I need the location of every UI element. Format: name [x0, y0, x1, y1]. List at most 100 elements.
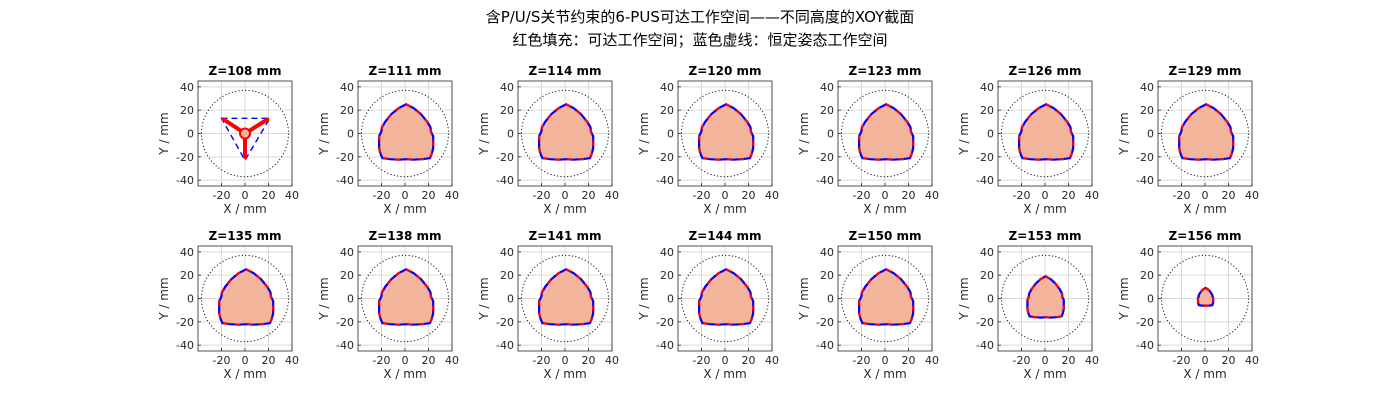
x-tick-label: 0: [1042, 354, 1049, 367]
subplot: -20 0 20 40 -40 -20 0 20 40 X / mm Y / mm Z=111 mm: [317, 64, 459, 216]
y-tick-label: -40: [656, 174, 674, 187]
x-tick-label: -20: [213, 189, 231, 202]
subplot-title: Z=144 mm: [689, 229, 762, 243]
x-tick-label: 40: [1245, 189, 1259, 202]
subplot: -20 0 20 40 -40 -20 0 20 40 X / mm Y / mm Z=153 mm: [957, 229, 1099, 381]
x-axis-label: X / mm: [223, 367, 266, 381]
reference-circle: [361, 254, 449, 343]
y-tick-label: -40: [816, 174, 834, 187]
y-tick-label: -20: [496, 316, 514, 329]
subplot: -20 0 20 40 -40 -20 0 20 40 X / mm Y / mm Z=126 mm: [957, 64, 1099, 216]
x-tick-label: 40: [605, 189, 619, 202]
x-tick-label: 20: [582, 189, 596, 202]
y-tick-label: -20: [336, 316, 354, 329]
reachable-workspace-boundary: [538, 268, 595, 326]
subplot: -20 0 20 40 -40 -20 0 20 40 X / mm Y / mm Z=135 mm: [157, 229, 299, 381]
y-axis-label: Y / mm: [477, 277, 491, 320]
y-axis-label: Y / mm: [957, 112, 971, 155]
x-tick-label: 20: [1062, 354, 1076, 367]
figure-title-line2: 红色填充：可达工作空间；蓝色虚线：恒定姿态工作空间: [512, 31, 888, 49]
y-tick-label: 20: [1140, 269, 1154, 282]
subplot-title: Z=156 mm: [1169, 229, 1242, 243]
x-tick-label: 20: [582, 354, 596, 367]
x-tick-label: 40: [1245, 354, 1259, 367]
reference-circle: [1001, 254, 1089, 343]
x-tick-label: 40: [925, 189, 939, 202]
x-axis-label: X / mm: [863, 367, 906, 381]
subplot-title: Z=120 mm: [689, 64, 762, 78]
y-tick-label: 20: [500, 104, 514, 117]
x-tick-label: -20: [1013, 354, 1031, 367]
y-tick-label: -40: [1136, 174, 1154, 187]
y-tick-label: -20: [656, 151, 674, 164]
x-axis-label: X / mm: [543, 202, 586, 216]
x-tick-label: 0: [402, 189, 409, 202]
y-tick-label: 40: [820, 246, 834, 259]
subplot: -20 0 20 40 -40 -20 0 20 40 X / mm Y / mm Z=120 mm: [637, 64, 779, 216]
x-tick-label: 20: [422, 189, 436, 202]
subplot-title: Z=126 mm: [1009, 64, 1082, 78]
y-tick-label: 20: [180, 269, 194, 282]
y-tick-label: -20: [656, 316, 674, 329]
reachable-workspace-boundary: [538, 103, 595, 161]
x-tick-label: 0: [562, 189, 569, 202]
x-tick-label: 20: [742, 354, 756, 367]
y-tick-label: 40: [660, 81, 674, 94]
y-tick-label: -40: [176, 339, 194, 352]
x-tick-label: 20: [262, 354, 276, 367]
y-tick-label: -40: [496, 339, 514, 352]
y-tick-label: 20: [660, 269, 674, 282]
x-tick-label: 0: [562, 354, 569, 367]
x-tick-label: 40: [445, 354, 459, 367]
subplot: -20 0 20 40 -40 -20 0 20 40 X / mm Y / mm Z=114 mm: [477, 64, 619, 216]
y-tick-label: 20: [820, 104, 834, 117]
y-tick-label: -20: [336, 151, 354, 164]
y-tick-label: 0: [507, 293, 514, 306]
y-axis-label: Y / mm: [797, 277, 811, 320]
x-tick-label: 20: [1222, 354, 1236, 367]
x-tick-label: -20: [693, 189, 711, 202]
subplot: -20 0 20 40 -40 -20 0 20 40 X / mm Y / mm Z=108 mm: [157, 64, 299, 216]
y-tick-label: -40: [496, 174, 514, 187]
y-tick-label: 40: [340, 246, 354, 259]
x-axis-label: X / mm: [383, 202, 426, 216]
subplot-title: Z=123 mm: [849, 64, 922, 78]
x-axis-label: X / mm: [223, 202, 266, 216]
x-tick-label: 40: [285, 354, 299, 367]
y-tick-label: 40: [980, 81, 994, 94]
subplot: -20 0 20 40 -40 -20 0 20 40 X / mm Y / mm Z=156 mm: [1117, 229, 1259, 381]
subplot-title: Z=153 mm: [1009, 229, 1082, 243]
y-tick-label: 20: [180, 104, 194, 117]
reachable-workspace-boundary: [1018, 103, 1075, 161]
reference-circle: [841, 89, 929, 178]
y-tick-label: 40: [340, 81, 354, 94]
y-tick-label: 0: [667, 128, 674, 141]
x-tick-label: -20: [533, 354, 551, 367]
subplot-title: Z=150 mm: [849, 229, 922, 243]
x-tick-label: 20: [1222, 189, 1236, 202]
reference-circle: [361, 89, 449, 178]
y-axis-label: Y / mm: [477, 112, 491, 155]
y-tick-label: -40: [336, 339, 354, 352]
y-tick-label: 20: [500, 269, 514, 282]
x-axis-label: X / mm: [863, 202, 906, 216]
x-tick-label: 0: [882, 354, 889, 367]
x-axis-label: X / mm: [543, 367, 586, 381]
reachable-workspace-boundary: [1178, 103, 1235, 161]
x-axis-label: X / mm: [703, 202, 746, 216]
y-axis-label: Y / mm: [317, 277, 331, 320]
reference-circle: [1001, 89, 1089, 178]
x-tick-label: 20: [742, 189, 756, 202]
x-tick-label: -20: [1013, 189, 1031, 202]
y-axis-label: Y / mm: [637, 112, 651, 155]
reachable-tripod-center: [239, 127, 251, 140]
y-tick-label: 20: [820, 269, 834, 282]
y-tick-label: 40: [980, 246, 994, 259]
y-tick-label: 0: [987, 128, 994, 141]
y-tick-label: -20: [976, 151, 994, 164]
y-tick-label: 20: [1140, 104, 1154, 117]
x-tick-label: 0: [882, 189, 889, 202]
y-tick-label: 0: [187, 128, 194, 141]
reference-circle: [201, 89, 289, 178]
x-tick-label: 40: [765, 189, 779, 202]
